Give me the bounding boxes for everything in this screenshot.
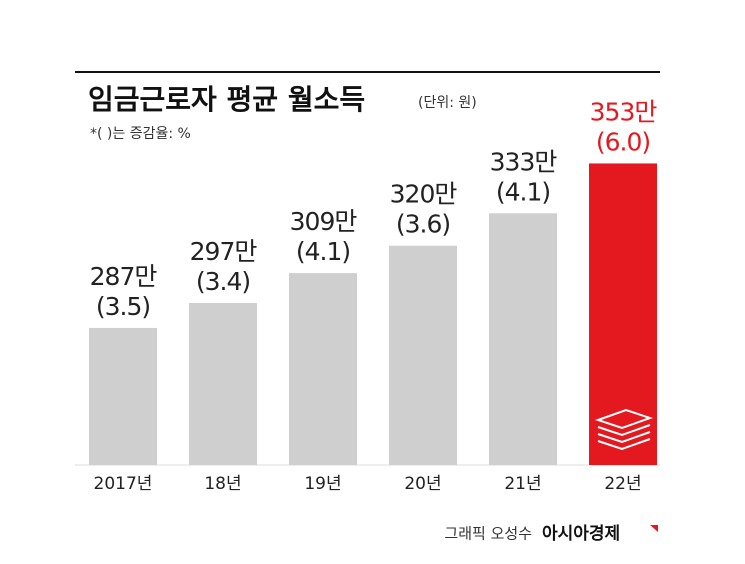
credit: 그래픽 오성수 [444,525,532,543]
growth-label: (3.4) [196,267,250,296]
bar [489,213,557,465]
bar [189,303,257,465]
growth-label: (3.6) [396,210,450,239]
value-label: 320만 [390,180,458,209]
x-tick-label: 18년 [204,474,241,494]
x-tick-label: 21년 [504,474,541,494]
x-tick-label: 2017년 [94,474,153,494]
money-icon [594,408,654,451]
value-label: 287만 [90,262,158,291]
bar [289,273,357,465]
growth-label: (3.5) [96,292,150,321]
value-label: 297만 [190,237,258,266]
chart-title: 임금근로자 평균 월소득 [88,83,365,116]
brand-mark [650,525,658,532]
growth-label: (4.1) [496,177,550,206]
bar [589,163,657,465]
note: *( )는 증감율: % [90,126,191,142]
growth-label: (6.0) [596,127,650,156]
bar [389,245,457,465]
source: 아시아경제 [542,524,620,544]
growth-label: (4.1) [296,237,350,266]
value-label: 353만 [590,97,658,126]
value-label: 333만 [490,147,558,176]
x-tick-label: 20년 [404,474,441,494]
x-tick-label: 19년 [304,474,341,494]
value-label: 309만 [290,207,358,236]
x-tick-label: 22년 [604,474,641,494]
unit-note: (단위: 원) [418,95,477,111]
bar [89,327,157,465]
